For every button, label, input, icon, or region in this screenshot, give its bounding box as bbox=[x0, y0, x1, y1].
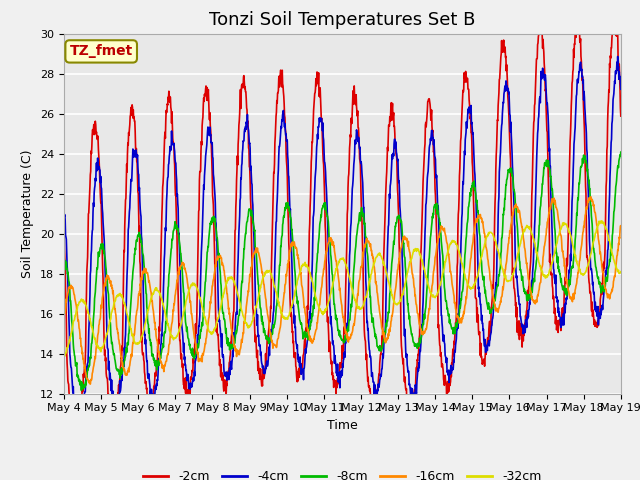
-8cm bbox=[502, 182, 509, 188]
Line: -8cm: -8cm bbox=[64, 152, 621, 390]
Y-axis label: Soil Temperature (C): Soil Temperature (C) bbox=[22, 149, 35, 278]
-16cm bbox=[60, 315, 68, 321]
-8cm bbox=[171, 223, 179, 228]
-32cm bbox=[60, 351, 68, 357]
-16cm bbox=[171, 298, 179, 304]
-32cm bbox=[171, 335, 179, 341]
-8cm bbox=[184, 336, 192, 341]
-4cm bbox=[60, 213, 68, 219]
-4cm bbox=[184, 377, 192, 383]
-16cm bbox=[429, 273, 437, 279]
-8cm bbox=[77, 387, 85, 393]
-32cm bbox=[502, 276, 509, 281]
-16cm bbox=[184, 285, 192, 291]
-16cm bbox=[86, 381, 94, 387]
-2cm bbox=[171, 162, 179, 168]
-32cm bbox=[429, 292, 437, 298]
-32cm bbox=[184, 290, 192, 296]
Text: TZ_fmet: TZ_fmet bbox=[70, 44, 133, 59]
-16cm bbox=[502, 262, 509, 268]
X-axis label: Time: Time bbox=[327, 419, 358, 432]
Line: -2cm: -2cm bbox=[64, 12, 621, 445]
-4cm bbox=[617, 86, 625, 92]
-32cm bbox=[61, 353, 68, 359]
-32cm bbox=[617, 269, 625, 275]
-2cm bbox=[611, 9, 618, 15]
-4cm bbox=[551, 280, 559, 286]
Line: -16cm: -16cm bbox=[64, 197, 621, 384]
-2cm bbox=[70, 442, 78, 448]
Line: -4cm: -4cm bbox=[64, 57, 621, 431]
-4cm bbox=[171, 149, 179, 155]
-8cm bbox=[246, 207, 254, 213]
-16cm bbox=[587, 194, 595, 200]
-8cm bbox=[617, 149, 625, 155]
-2cm bbox=[617, 113, 625, 119]
-32cm bbox=[597, 218, 605, 224]
-4cm bbox=[614, 54, 621, 60]
-8cm bbox=[429, 210, 437, 216]
-32cm bbox=[551, 247, 559, 252]
-4cm bbox=[246, 168, 254, 173]
Line: -32cm: -32cm bbox=[64, 221, 621, 356]
-8cm bbox=[551, 228, 559, 233]
-2cm bbox=[429, 139, 437, 144]
-2cm bbox=[184, 389, 192, 395]
-2cm bbox=[60, 223, 68, 228]
-8cm bbox=[60, 254, 68, 260]
-2cm bbox=[246, 196, 254, 202]
-16cm bbox=[617, 223, 625, 228]
-4cm bbox=[429, 135, 437, 141]
-16cm bbox=[246, 274, 254, 279]
Title: Tonzi Soil Temperatures Set B: Tonzi Soil Temperatures Set B bbox=[209, 11, 476, 29]
-32cm bbox=[246, 323, 254, 328]
-4cm bbox=[502, 78, 509, 84]
-2cm bbox=[502, 53, 509, 59]
-4cm bbox=[76, 428, 83, 433]
-16cm bbox=[551, 197, 559, 203]
Legend: -2cm, -4cm, -8cm, -16cm, -32cm: -2cm, -4cm, -8cm, -16cm, -32cm bbox=[138, 465, 547, 480]
-2cm bbox=[551, 305, 559, 311]
